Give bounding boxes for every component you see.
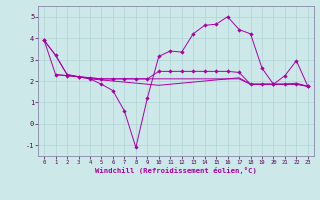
- X-axis label: Windchill (Refroidissement éolien,°C): Windchill (Refroidissement éolien,°C): [95, 167, 257, 174]
